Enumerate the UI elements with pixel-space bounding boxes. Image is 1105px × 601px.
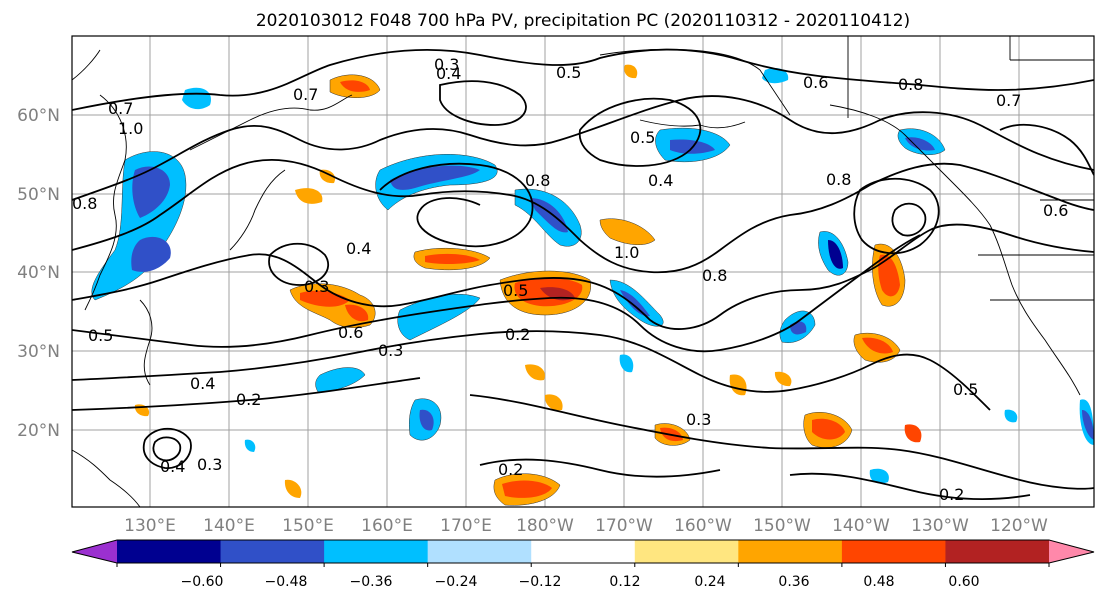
contour-label: 0.2 bbox=[498, 460, 523, 479]
contour-label: 0.5 bbox=[556, 63, 581, 82]
contour-label: 0.7 bbox=[108, 99, 133, 118]
contour-label: 0.5 bbox=[503, 281, 528, 300]
contour-label: 0.3 bbox=[686, 410, 711, 429]
colorbar-label: 0.24 bbox=[694, 574, 725, 590]
colorbar-label: −0.36 bbox=[350, 574, 393, 590]
precip-positive-areas bbox=[134, 64, 922, 506]
contour-label: 0.4 bbox=[190, 374, 215, 393]
lon-label: 170°W bbox=[595, 516, 653, 536]
contour-label: 0.8 bbox=[898, 75, 923, 94]
lon-label: 150°E bbox=[282, 516, 334, 536]
contour-label: 0.8 bbox=[72, 194, 97, 213]
lon-label: 120°W bbox=[990, 516, 1048, 536]
colorbar: −0.60 −0.48 −0.36 −0.24 −0.12 0.12 0.24 … bbox=[71, 539, 1095, 590]
colorbar-label: −0.60 bbox=[181, 574, 224, 590]
colorbar-cell bbox=[531, 540, 636, 563]
colorbar-label: −0.12 bbox=[519, 574, 562, 590]
colorbar-cell bbox=[220, 540, 325, 563]
map-panel: 0.7 1.0 0.8 0.3 0.4 0.5 0.7 0.6 0.8 0.6 … bbox=[71, 35, 1095, 508]
contour-label: 1.0 bbox=[614, 243, 639, 262]
contour-label: 0.6 bbox=[338, 323, 363, 342]
colorbar-cell bbox=[738, 540, 843, 563]
contour-label: 0.4 bbox=[648, 171, 673, 190]
map-title: 2020103012 F048 700 hPa PV, precipitatio… bbox=[256, 11, 910, 31]
map-frame bbox=[71, 35, 1095, 508]
lat-label: 20°N bbox=[17, 421, 60, 441]
colorbar-extend-low bbox=[72, 540, 117, 563]
contour-label: 0.4 bbox=[346, 239, 371, 258]
lon-label: 180°W bbox=[516, 516, 574, 536]
lon-label: 150°W bbox=[753, 516, 811, 536]
contour-label: 0.6 bbox=[1043, 201, 1068, 220]
contour-label: 0.8 bbox=[702, 266, 727, 285]
colorbar-label: 0.12 bbox=[609, 574, 640, 590]
contour-label: 0.2 bbox=[939, 485, 964, 504]
colorbar-extend-high bbox=[1049, 540, 1094, 563]
lat-label: 50°N bbox=[17, 185, 60, 205]
lon-label: 170°E bbox=[440, 516, 492, 536]
lon-label: 160°E bbox=[361, 516, 413, 536]
colorbar-label: 0.36 bbox=[778, 574, 809, 590]
pv-contours bbox=[72, 48, 1094, 501]
contour-label: 0.6 bbox=[803, 73, 828, 92]
contour-label: 0.8 bbox=[826, 170, 851, 189]
contour-label: 0.7 bbox=[996, 91, 1021, 110]
lat-label: 30°N bbox=[17, 342, 60, 362]
colorbar-label: 0.60 bbox=[948, 574, 979, 590]
colorbar-cell bbox=[427, 540, 532, 563]
colorbar-cell bbox=[841, 540, 946, 563]
lon-axis: 130°E 140°E 150°E 160°E 170°E 180°W 170°… bbox=[124, 516, 1048, 536]
contour-label: 0.8 bbox=[525, 171, 550, 190]
coastlines bbox=[72, 36, 1094, 507]
colorbar-ticks bbox=[116, 563, 1050, 567]
contour-label: 0.3 bbox=[197, 455, 222, 474]
lat-axis: 60°N 50°N 40°N 30°N 20°N bbox=[17, 106, 60, 441]
colorbar-label: 0.48 bbox=[863, 574, 894, 590]
contour-label: 0.2 bbox=[505, 325, 530, 344]
lon-label: 130°W bbox=[911, 516, 969, 536]
colorbar-cells bbox=[72, 540, 1094, 563]
colorbar-labels: −0.60 −0.48 −0.36 −0.24 −0.12 0.12 0.24 … bbox=[181, 574, 980, 590]
contour-label: 0.3 bbox=[304, 277, 329, 296]
contour-label: 1.0 bbox=[118, 119, 143, 138]
lat-label: 60°N bbox=[17, 106, 60, 126]
contour-label: 0.2 bbox=[236, 390, 261, 409]
lon-label: 160°W bbox=[674, 516, 732, 536]
colorbar-label: −0.48 bbox=[265, 574, 308, 590]
colorbar-cell bbox=[945, 540, 1050, 563]
lon-label: 140°E bbox=[203, 516, 255, 536]
contour-label: 0.5 bbox=[630, 128, 655, 147]
colorbar-label: −0.24 bbox=[435, 574, 478, 590]
contour-label: 0.4 bbox=[436, 64, 461, 83]
contour-label: 0.3 bbox=[378, 341, 403, 360]
contour-label: 0.3 bbox=[434, 55, 459, 74]
contour-label: 0.5 bbox=[953, 380, 978, 399]
contour-label: 0.4 bbox=[160, 457, 185, 476]
contour-label: 0.7 bbox=[293, 85, 318, 104]
colorbar-cell bbox=[634, 540, 739, 563]
lat-label: 40°N bbox=[17, 263, 60, 283]
contour-labels: 0.7 1.0 0.8 0.3 0.4 0.5 0.7 0.6 0.8 0.6 … bbox=[72, 55, 1068, 504]
contour-label: 0.5 bbox=[88, 326, 113, 345]
lon-label: 140°W bbox=[832, 516, 890, 536]
colorbar-cell bbox=[324, 540, 429, 563]
colorbar-cell bbox=[117, 540, 222, 563]
lon-label: 130°E bbox=[124, 516, 176, 536]
precip-negative-areas bbox=[91, 68, 1094, 484]
